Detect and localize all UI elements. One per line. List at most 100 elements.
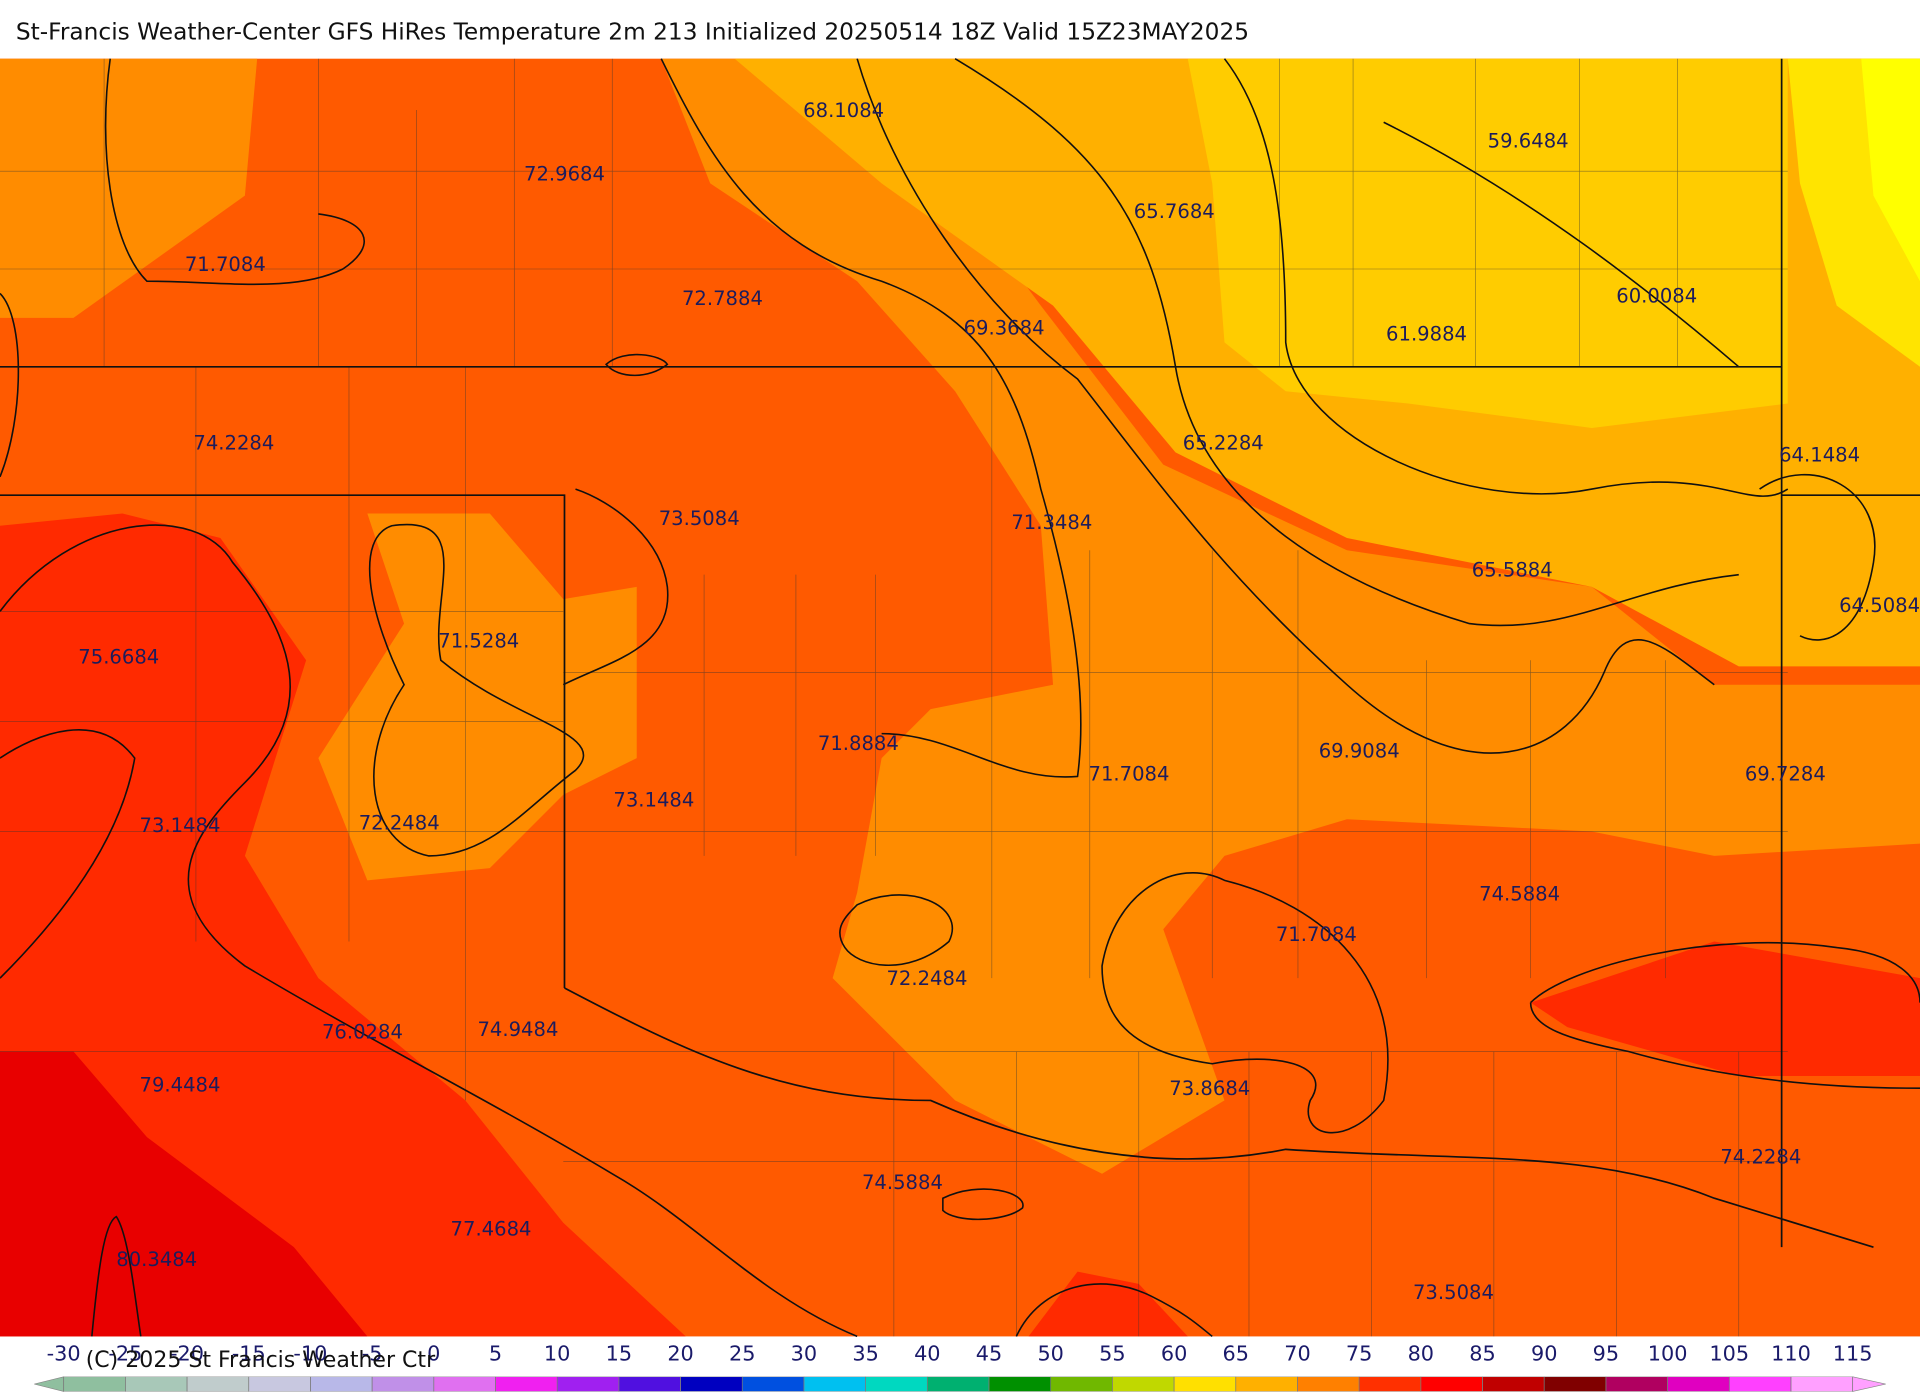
colorbar-tick-label: 85 [1469, 1342, 1495, 1366]
colorbar-swatch [125, 1376, 188, 1392]
colorbar-tick-label: 95 [1593, 1342, 1619, 1366]
colorbar-tick-label: 90 [1531, 1342, 1557, 1366]
contour-label: 59.6484 [1488, 129, 1569, 152]
colorbar-tick-label: -15 [232, 1342, 266, 1366]
colorbar-tick-label: 80 [1408, 1342, 1434, 1366]
colorbar-swatch [248, 1376, 311, 1392]
contour-label: 68.1084 [803, 99, 884, 122]
colorbar-swatch [1050, 1376, 1113, 1392]
contour-label: 72.2484 [886, 967, 967, 990]
colorbar-swatch [186, 1376, 249, 1392]
contour-label: 65.7684 [1134, 200, 1215, 223]
colorbar-tick-label: -30 [47, 1342, 81, 1366]
contour-label: 74.2284 [1720, 1145, 1801, 1168]
colorbar-swatch [1235, 1376, 1298, 1392]
map-fill [0, 58, 1920, 1337]
colorbar-tick-label: 35 [852, 1342, 878, 1366]
colorbar-tick-label: 75 [1346, 1342, 1372, 1366]
colorbar-swatch [1482, 1376, 1545, 1392]
colorbar-tick-label: 105 [1709, 1342, 1749, 1366]
contour-label: 80.3484 [116, 1248, 197, 1271]
colorbar-swatch [1790, 1376, 1853, 1392]
contours [0, 58, 1920, 1338]
colorbar-tick-label: 40 [914, 1342, 940, 1366]
contour-label: 73.8684 [1169, 1077, 1250, 1100]
contour-label: 73.1484 [613, 788, 694, 811]
colorbar-swatch [988, 1376, 1051, 1392]
contour-label: 69.7284 [1745, 763, 1826, 786]
colorbar-tick-label: 115 [1833, 1342, 1873, 1366]
colorbar-swatch [1297, 1376, 1360, 1392]
contour-label: 72.7884 [682, 287, 763, 310]
contour-label: 79.4484 [140, 1073, 221, 1096]
colorbar-swatch [495, 1376, 558, 1392]
colorbar-tick-label: 45 [976, 1342, 1002, 1366]
colorbar-tick-label: 5 [489, 1342, 502, 1366]
colorbar-tick-label: -10 [293, 1342, 327, 1366]
contour-label: 65.5884 [1472, 559, 1553, 582]
contour-label: 71.7084 [1276, 923, 1357, 946]
contour-label: 74.9484 [477, 1018, 558, 1041]
copyright: (C) 2025 St Francis Weather Ctr [86, 1348, 436, 1373]
colorbar-swatch [433, 1376, 496, 1392]
contour-label: 60.0084 [1616, 285, 1697, 308]
title: St-Francis Weather-Center GFS HiRes Temp… [16, 19, 1249, 46]
contour-label: 65.2284 [1183, 431, 1264, 454]
colorbar: -30 -25 -20 -15 -10 -5 0 5 10 15 20 25 30 35 40 45 50 55 6… [34, 1342, 1886, 1392]
colorbar-swatch [1605, 1376, 1668, 1392]
contour-label: 76.0284 [322, 1021, 403, 1044]
colorbar-tick-label: 55 [1099, 1342, 1125, 1366]
contour-label: 73.5084 [659, 507, 740, 530]
colorbar-swatch [1173, 1376, 1237, 1392]
contour-label: 71.8884 [818, 732, 899, 755]
contour-label: 75.6684 [78, 645, 159, 668]
colorbar-swatch [371, 1376, 435, 1392]
contour-label: 71.3484 [1011, 511, 1092, 534]
colorbar-tick-label: 15 [606, 1342, 632, 1366]
colorbar-tick-label: -25 [108, 1342, 142, 1366]
colorbar-swatch [1420, 1376, 1483, 1392]
colorbar-tick-label: 10 [544, 1342, 570, 1366]
colorbar-tick-label: 110 [1771, 1342, 1811, 1366]
colorbar-swatch [1667, 1376, 1730, 1392]
colorbar-swatch [680, 1376, 743, 1392]
contour-label: 77.4684 [451, 1218, 532, 1241]
contour-label: 73.1484 [140, 814, 221, 837]
colorbar-tick-label: 25 [729, 1342, 755, 1366]
contour-label: 61.9884 [1386, 323, 1467, 346]
colorbar-tick-label: 100 [1648, 1342, 1688, 1366]
county-borders [0, 58, 1788, 1337]
colorbar-tick-label: 70 [1284, 1342, 1310, 1366]
colorbar-tick-label: 0 [427, 1342, 440, 1366]
contour-label: 72.9684 [524, 162, 605, 185]
colorbar-swatch [803, 1376, 866, 1392]
colorbar-swatch [618, 1376, 681, 1392]
colorbar-tick-label: 20 [667, 1342, 693, 1366]
contour-label: 69.3684 [964, 316, 1045, 339]
contour-labels: 68.1084 72.9684 59.6484 65.7684 71.7084 72.78… [78, 99, 1920, 1304]
contour-label: 74.5884 [1479, 883, 1560, 906]
colorbar-swatch [1543, 1376, 1607, 1392]
contour-label: 73.5084 [1413, 1281, 1494, 1304]
contour-label: 69.9084 [1319, 739, 1400, 762]
contour-label: 71.7084 [1088, 763, 1169, 786]
contour-label: 71.7084 [185, 253, 266, 276]
colorbar-swatch [1729, 1376, 1792, 1392]
contour-label: 74.2284 [193, 431, 274, 454]
colorbar-tick-label: -20 [170, 1342, 204, 1366]
colorbar-swatch [1358, 1376, 1422, 1392]
colorbar-tick-label: -5 [362, 1342, 383, 1366]
colorbar-tick-label: 50 [1037, 1342, 1063, 1366]
colorbar-swatch [310, 1376, 373, 1392]
colorbar-swatch [556, 1376, 620, 1392]
contour-label: 71.5284 [438, 629, 519, 652]
colorbar-swatch [63, 1376, 126, 1392]
colorbar-tick-label: 60 [1161, 1342, 1187, 1366]
contour-label: 64.5084 [1839, 594, 1920, 617]
colorbar-swatch [865, 1376, 928, 1392]
colorbar-swatch [927, 1376, 990, 1392]
colorbar-swatch [742, 1376, 805, 1392]
contour-label: 72.2484 [359, 812, 440, 835]
